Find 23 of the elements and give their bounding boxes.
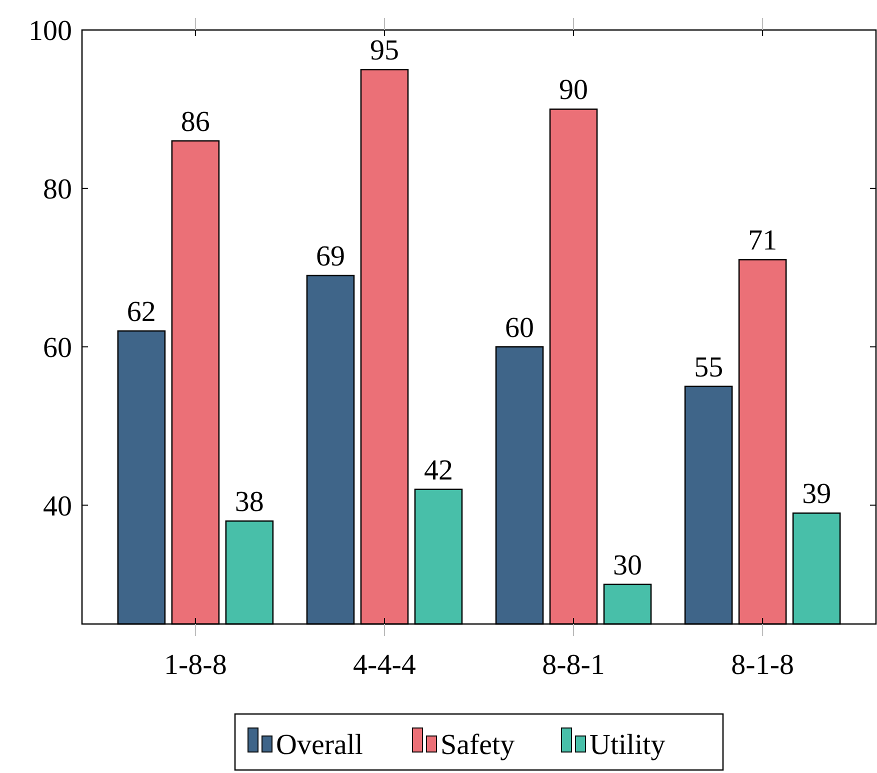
legend-label: Utility xyxy=(590,729,666,761)
data-label: 55 xyxy=(694,351,724,384)
x-tick-label: 8-1-8 xyxy=(731,649,794,681)
data-label: 86 xyxy=(180,106,210,138)
x-tick-label: 4-4-4 xyxy=(353,649,416,681)
data-label: 60 xyxy=(505,312,534,344)
data-label: 90 xyxy=(559,74,588,106)
x-tick-label: 8-8-1 xyxy=(542,649,605,681)
legend-label: Safety xyxy=(440,729,516,761)
data-label: 30 xyxy=(613,549,642,582)
y-tick-label: 60 xyxy=(43,332,72,364)
legend-label: Overall xyxy=(276,729,363,761)
y-tick-label: 80 xyxy=(43,174,72,206)
data-label: 95 xyxy=(370,34,399,67)
data-label: 39 xyxy=(802,478,832,510)
x-tick-label: 1-8-8 xyxy=(164,649,227,681)
data-label: 42 xyxy=(424,454,453,486)
y-tick-label: 100 xyxy=(28,15,72,48)
y-tick-label: 40 xyxy=(43,490,72,522)
data-label: 71 xyxy=(748,224,778,257)
data-label: 62 xyxy=(126,296,156,328)
data-label: 69 xyxy=(316,240,345,273)
data-label: 38 xyxy=(234,486,264,518)
